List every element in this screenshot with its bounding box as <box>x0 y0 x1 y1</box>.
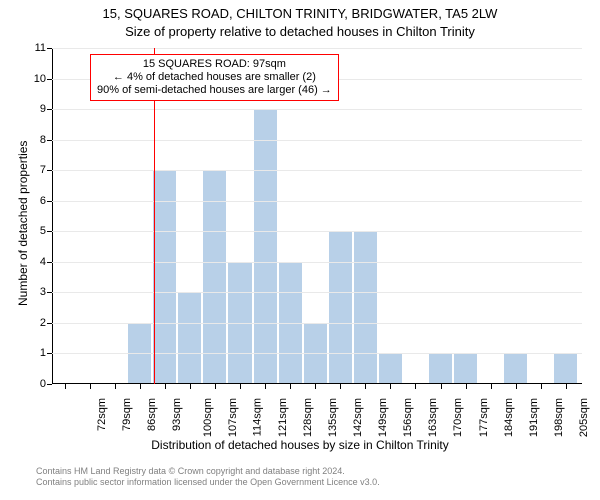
grid-line <box>52 109 582 110</box>
x-tick-mark <box>140 384 141 389</box>
x-tick-label: 191sqm <box>528 398 540 437</box>
y-tick-label: 4 <box>40 256 52 268</box>
x-tick-label: 135sqm <box>327 398 339 437</box>
histogram-bar <box>453 353 478 384</box>
x-tick-mark <box>165 384 166 389</box>
grid-line <box>52 48 582 49</box>
chart-title: 15, SQUARES ROAD, CHILTON TRINITY, BRIDG… <box>0 6 600 21</box>
histogram-bar <box>353 231 378 384</box>
x-tick-label: 163sqm <box>428 398 440 437</box>
histogram-bar <box>177 292 202 384</box>
x-tick-label: 156sqm <box>402 398 414 437</box>
histogram-bar <box>378 353 403 384</box>
y-axis-line <box>52 48 53 384</box>
y-tick-label: 1 <box>40 347 52 359</box>
histogram-bar <box>553 353 578 384</box>
x-tick-label: 86sqm <box>146 398 158 431</box>
credits-line-1: Contains HM Land Registry data © Crown c… <box>36 466 380 477</box>
y-tick-label: 6 <box>40 195 52 207</box>
grid-line <box>52 201 582 202</box>
histogram-bar <box>152 170 177 384</box>
x-tick-mark <box>415 384 416 389</box>
x-tick-mark <box>190 384 191 389</box>
x-tick-mark <box>491 384 492 389</box>
y-tick-label: 3 <box>40 286 52 298</box>
x-tick-mark <box>90 384 91 389</box>
x-tick-mark <box>115 384 116 389</box>
x-tick-mark <box>215 384 216 389</box>
y-tick-label: 9 <box>40 103 52 115</box>
x-tick-label: 79sqm <box>121 398 133 431</box>
x-tick-mark <box>566 384 567 389</box>
credits-line-2: Contains public sector information licen… <box>36 477 380 488</box>
x-tick-label: 72sqm <box>96 398 108 431</box>
x-tick-label: 142sqm <box>352 398 364 437</box>
x-tick-mark <box>340 384 341 389</box>
grid-line <box>52 353 582 354</box>
x-tick-label: 107sqm <box>227 398 239 437</box>
histogram-bar <box>202 170 227 384</box>
x-tick-mark <box>265 384 266 389</box>
histogram-bar <box>253 109 278 384</box>
x-tick-label: 93sqm <box>171 398 183 431</box>
x-tick-mark <box>516 384 517 389</box>
credits-text: Contains HM Land Registry data © Crown c… <box>36 466 380 488</box>
histogram-bar <box>428 353 453 384</box>
chart-container: 15, SQUARES ROAD, CHILTON TRINITY, BRIDG… <box>0 0 600 500</box>
y-axis-label: Number of detached properties <box>16 141 30 306</box>
y-tick-label: 2 <box>40 317 52 329</box>
histogram-bar <box>503 353 528 384</box>
x-tick-label: 205sqm <box>578 398 590 437</box>
x-tick-label: 114sqm <box>251 398 263 436</box>
x-tick-mark <box>365 384 366 389</box>
x-tick-mark <box>315 384 316 389</box>
chart-subtitle: Size of property relative to detached ho… <box>0 24 600 39</box>
x-tick-mark <box>290 384 291 389</box>
x-tick-label: 170sqm <box>453 398 465 437</box>
grid-line <box>52 323 582 324</box>
x-tick-mark <box>541 384 542 389</box>
annotation-line-3: 90% of semi-detached houses are larger (… <box>97 84 332 97</box>
x-tick-label: 100sqm <box>202 398 214 437</box>
grid-line <box>52 262 582 263</box>
annotation-line-2: ← 4% of detached houses are smaller (2) <box>97 71 332 84</box>
grid-line <box>52 292 582 293</box>
y-tick-label: 8 <box>40 134 52 146</box>
x-tick-label: 149sqm <box>377 398 389 437</box>
x-tick-label: 198sqm <box>553 398 565 437</box>
histogram-bar <box>328 231 353 384</box>
x-tick-label: 177sqm <box>478 398 490 437</box>
y-tick-label: 11 <box>35 42 52 54</box>
y-tick-label: 0 <box>40 378 52 390</box>
x-tick-mark <box>65 384 66 389</box>
x-tick-mark <box>466 384 467 389</box>
y-tick-label: 5 <box>40 225 52 237</box>
x-tick-mark <box>441 384 442 389</box>
y-tick-label: 7 <box>40 164 52 176</box>
x-tick-label: 121sqm <box>277 398 289 437</box>
x-tick-mark <box>240 384 241 389</box>
x-axis-label: Distribution of detached houses by size … <box>0 438 600 452</box>
annotation-box: 15 SQUARES ROAD: 97sqm ← 4% of detached … <box>90 54 339 101</box>
grid-line <box>52 170 582 171</box>
grid-line <box>52 140 582 141</box>
x-tick-label: 128sqm <box>302 398 314 437</box>
x-tick-label: 184sqm <box>503 398 515 437</box>
x-tick-mark <box>390 384 391 389</box>
x-axis-line <box>52 383 582 384</box>
grid-line <box>52 231 582 232</box>
y-tick-label: 10 <box>34 73 52 85</box>
annotation-line-1: 15 SQUARES ROAD: 97sqm <box>97 58 332 71</box>
